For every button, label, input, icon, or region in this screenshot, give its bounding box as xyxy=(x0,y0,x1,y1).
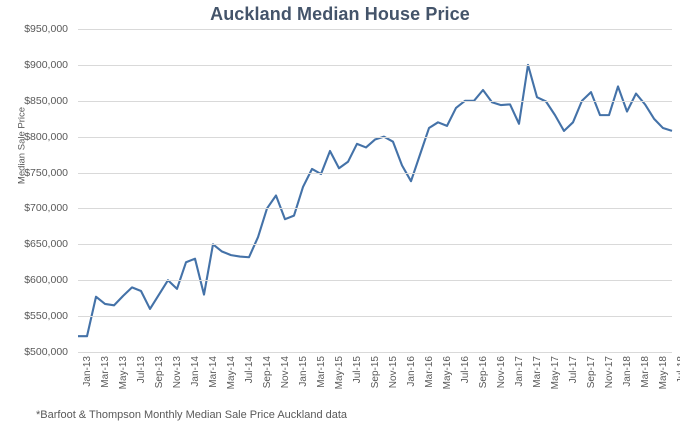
x-axis-tick-label: Jan-13 xyxy=(82,356,93,387)
x-axis-tick-label: Jul-18 xyxy=(676,356,680,384)
x-axis-tick-label: Mar-17 xyxy=(532,356,543,388)
line-series xyxy=(78,63,673,338)
x-axis-tick-label: Sep-14 xyxy=(262,356,273,389)
x-axis-tick-label: Mar-18 xyxy=(640,356,651,388)
x-axis-tick-label: Jan-17 xyxy=(514,356,525,387)
x-axis-tick-label: Jul-15 xyxy=(352,356,363,384)
x-axis-tick-label: Jul-13 xyxy=(136,356,147,384)
x-axis-tick-labels: Jan-13 Mar-13 May-13 Jul-13 Sep-13 Nov-13 Jan-… xyxy=(78,356,680,412)
gridline xyxy=(78,316,672,318)
x-axis-tick-label: Mar-15 xyxy=(316,356,327,388)
x-axis-tick-label: Jul-14 xyxy=(244,356,255,384)
x-axis-tick-label: Nov-13 xyxy=(172,356,183,389)
gridline xyxy=(78,29,672,30)
x-axis-tick-label: Nov-16 xyxy=(496,356,507,389)
x-axis-tick-label: May-16 xyxy=(442,356,453,390)
x-axis-tick-label: Jul-16 xyxy=(460,356,471,384)
chart-footnote: *Barfoot & Thompson Monthly Median Sale … xyxy=(36,409,348,421)
gridline xyxy=(78,244,672,246)
x-axis-tick-label: Nov-17 xyxy=(604,356,615,389)
x-axis-tick-label: Jan-16 xyxy=(406,356,417,387)
x-axis-tick-label: May-18 xyxy=(658,356,669,390)
gridline xyxy=(78,172,672,174)
x-axis-tick-label: Jan-18 xyxy=(622,356,633,387)
x-axis-tick-label: May-17 xyxy=(550,356,561,390)
y-axis-tick-label: $700,000 xyxy=(24,202,68,215)
x-axis-tick-label: May-15 xyxy=(334,356,345,390)
x-axis-tick-label: Nov-15 xyxy=(388,356,399,389)
y-axis-tick-label: $950,000 xyxy=(24,23,68,35)
x-axis-tick-label: Sep-13 xyxy=(154,356,165,389)
chart-title: Auckland Median House Price xyxy=(210,4,470,24)
x-axis-tick-label: May-13 xyxy=(118,356,129,390)
x-axis-tick-label: Sep-16 xyxy=(478,356,489,389)
x-axis-tick-label: Mar-13 xyxy=(100,356,111,388)
x-axis-tick-label: Jan-14 xyxy=(190,356,201,387)
y-axis-tick-label: $750,000 xyxy=(24,166,68,179)
y-axis-tick-label: $500,000 xyxy=(24,346,68,358)
gridline xyxy=(78,208,672,210)
x-axis-tick-label: Sep-15 xyxy=(370,356,381,389)
y-axis-tick-labels: $950,000 $900,000 $850,000 $800,000 $750,000… xyxy=(0,0,74,436)
gridline xyxy=(78,100,672,102)
x-axis-line xyxy=(78,352,672,353)
y-axis-tick-label: $600,000 xyxy=(24,274,68,287)
y-axis-tick-label: $850,000 xyxy=(24,94,68,107)
x-axis-tick-label: Mar-14 xyxy=(208,356,219,388)
x-axis-tick-label: Jul-17 xyxy=(568,356,579,384)
y-axis-tick-label: $900,000 xyxy=(24,58,68,71)
x-axis-tick-label: Jan-15 xyxy=(298,356,309,387)
y-axis-tick-label: $800,000 xyxy=(24,130,68,143)
x-axis-tick-label: Mar-16 xyxy=(424,356,435,388)
y-axis-tick-label: $650,000 xyxy=(24,238,68,251)
x-axis-tick-label: Nov-14 xyxy=(280,356,291,389)
plot-area xyxy=(78,29,673,353)
median-price-line xyxy=(78,63,673,338)
y-axis-tick-label: $550,000 xyxy=(24,310,68,323)
gridline xyxy=(78,136,672,138)
x-axis-tick-label: Sep-17 xyxy=(586,356,597,389)
x-axis-tick-label: May-14 xyxy=(226,356,237,390)
gridline xyxy=(78,280,672,282)
gridline xyxy=(78,64,672,66)
